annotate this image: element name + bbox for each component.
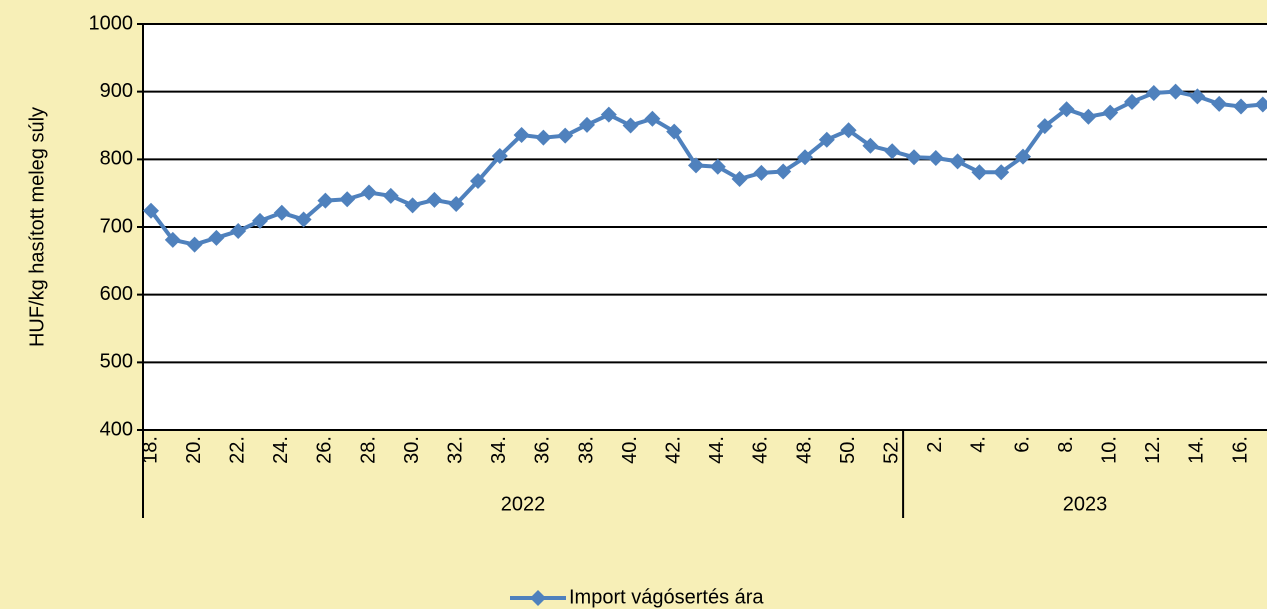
x-tick-label: 14. bbox=[1186, 436, 1208, 464]
data-point bbox=[1080, 108, 1097, 125]
x-tick-label: 22. bbox=[226, 436, 248, 464]
data-point bbox=[579, 116, 595, 133]
data-point bbox=[753, 164, 770, 181]
x-tick-label: 8. bbox=[1055, 436, 1077, 453]
data-point bbox=[775, 163, 792, 180]
data-point bbox=[1036, 118, 1053, 135]
data-point bbox=[1145, 85, 1162, 102]
x-tick-label: 52. bbox=[880, 436, 902, 464]
x-tick-label: 40. bbox=[619, 436, 641, 464]
x-tick-label: 32. bbox=[444, 436, 466, 464]
data-point bbox=[927, 149, 944, 166]
x-tick-label: 18. bbox=[139, 436, 161, 464]
data-point bbox=[884, 143, 901, 160]
data-point bbox=[971, 164, 988, 181]
y-tick-label: 900 bbox=[100, 80, 133, 102]
x-tick-label: 10. bbox=[1098, 436, 1120, 464]
data-point bbox=[252, 212, 268, 229]
data-point bbox=[818, 131, 835, 148]
data-point bbox=[470, 172, 486, 189]
data-point bbox=[557, 127, 574, 144]
data-point bbox=[840, 122, 857, 139]
data-point bbox=[1124, 93, 1140, 110]
data-point bbox=[688, 157, 704, 174]
data-point bbox=[535, 129, 552, 146]
data-point bbox=[361, 184, 377, 201]
data-point bbox=[491, 147, 508, 164]
data-point bbox=[208, 229, 225, 246]
data-point bbox=[230, 223, 247, 240]
data-point bbox=[644, 110, 661, 127]
data-point bbox=[797, 149, 813, 166]
series-line bbox=[149, 89, 1263, 247]
data-point bbox=[1058, 101, 1075, 118]
data-point bbox=[709, 158, 726, 175]
data-point bbox=[1254, 96, 1267, 113]
y-tick-label: 700 bbox=[100, 215, 133, 237]
data-point bbox=[295, 211, 312, 228]
x-tick-label: 30. bbox=[401, 436, 423, 464]
x-tick-label: 12. bbox=[1142, 436, 1164, 464]
data-point bbox=[993, 164, 1010, 181]
x-tick-label: 26. bbox=[314, 436, 336, 464]
data-point bbox=[1102, 104, 1119, 121]
data-point bbox=[273, 204, 290, 221]
data-point bbox=[426, 191, 443, 208]
x-group-label: 2022 bbox=[501, 493, 546, 515]
data-point bbox=[317, 192, 334, 209]
y-tick-label: 600 bbox=[100, 283, 133, 305]
x-tick-label: 34. bbox=[488, 436, 510, 464]
data-point bbox=[1167, 83, 1184, 100]
data-point bbox=[164, 231, 181, 248]
data-point bbox=[143, 202, 159, 219]
x-tick-label: 42. bbox=[662, 436, 684, 464]
y-tick-label: 500 bbox=[100, 351, 133, 373]
x-tick-label: 2. bbox=[924, 436, 946, 453]
x-tick-label: 50. bbox=[837, 436, 859, 464]
data-point bbox=[1189, 88, 1206, 105]
x-tick-label: 44. bbox=[706, 436, 728, 464]
data-point bbox=[600, 106, 617, 123]
x-tick-label: 46. bbox=[750, 436, 772, 464]
data-point bbox=[382, 187, 399, 204]
data-point bbox=[731, 170, 748, 187]
data-point bbox=[949, 153, 966, 170]
y-axis-title: HUF/kg hasított meleg súly bbox=[26, 107, 48, 347]
data-point bbox=[1015, 148, 1031, 165]
data-point bbox=[404, 197, 421, 214]
data-point bbox=[186, 236, 203, 253]
x-tick-label: 20. bbox=[183, 436, 205, 464]
x-tick-label: 48. bbox=[793, 436, 815, 464]
x-tick-label: 36. bbox=[532, 436, 554, 464]
data-point bbox=[1233, 98, 1249, 115]
x-tick-label: 24. bbox=[270, 436, 292, 464]
data-point bbox=[622, 117, 639, 134]
x-group-label: 2023 bbox=[1063, 493, 1108, 515]
data-point bbox=[339, 191, 356, 208]
y-tick-label: 800 bbox=[100, 148, 133, 170]
data-point bbox=[906, 149, 922, 166]
data-point bbox=[862, 137, 879, 154]
x-tick-label: 28. bbox=[357, 436, 379, 464]
x-tick-label: 4. bbox=[968, 436, 990, 453]
data-point bbox=[1211, 95, 1228, 112]
y-tick-label: 400 bbox=[100, 418, 133, 440]
x-tick-label: 6. bbox=[1011, 436, 1033, 453]
x-tick-label: 38. bbox=[575, 436, 597, 464]
legend-label: Import vágósertés ára bbox=[569, 586, 764, 608]
data-point bbox=[666, 123, 683, 140]
data-point bbox=[513, 126, 530, 143]
x-tick-label: 16. bbox=[1229, 436, 1251, 464]
data-point bbox=[448, 195, 465, 212]
legend-marker bbox=[530, 590, 546, 606]
y-tick-label: 1000 bbox=[89, 12, 134, 34]
